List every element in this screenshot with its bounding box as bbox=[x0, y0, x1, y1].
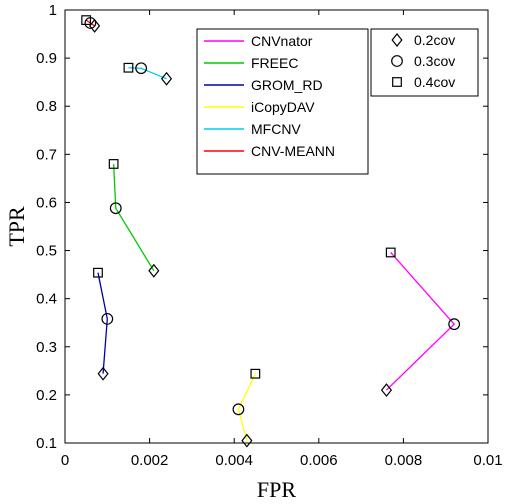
y-tick-label: 0.9 bbox=[36, 50, 57, 67]
x-tick-label: 0.002 bbox=[131, 452, 169, 469]
legend-coverage: 0.2cov 0.3cov 0.4cov bbox=[370, 28, 479, 97]
legend-coverage-box bbox=[370, 28, 479, 97]
x-tick-label: 0.004 bbox=[215, 452, 253, 469]
legend-label-cnv-meann: CNV-MEANN bbox=[251, 143, 335, 159]
y-tick-label: 0.3 bbox=[36, 339, 57, 356]
x-tick-label: 0.008 bbox=[385, 452, 423, 469]
data-point-cnvnator-0.4cov bbox=[385, 247, 396, 258]
y-tick-label: 0.7 bbox=[36, 146, 57, 163]
legend-marker-0.3cov bbox=[391, 55, 403, 67]
data-point-cnvnator-0.3cov bbox=[448, 318, 461, 331]
data-point-grom_rd-0.3cov bbox=[101, 312, 114, 325]
x-tick-label: 0.01 bbox=[473, 452, 502, 469]
series-line-cnvnator bbox=[386, 252, 456, 391]
data-point-mfcnv-0.2cov bbox=[160, 71, 173, 86]
data-point-freec-0.4cov bbox=[108, 159, 119, 169]
y-tick-label: 0.8 bbox=[36, 98, 57, 115]
data-point-grom_rd-0.2cov bbox=[97, 366, 109, 381]
legend-label-cnvnator: CNVnator bbox=[251, 33, 313, 49]
data-point-icopydav-0.3cov bbox=[232, 403, 245, 416]
y-axis-title: TPR bbox=[4, 206, 29, 247]
legend-label-0.2cov: 0.2cov bbox=[414, 32, 455, 48]
y-tick-label: 0.4 bbox=[36, 291, 57, 308]
data-point-mfcnv-0.4cov bbox=[123, 62, 134, 73]
data-point-icopydav-0.2cov bbox=[241, 433, 253, 448]
x-axis-title: FPR bbox=[257, 477, 296, 502]
axes: 0 0.002 0.004 0.006 0.008 0.01 0.1 0.2 0.3 0.4 0.5… bbox=[36, 2, 502, 469]
data-point-icopydav-0.4cov bbox=[250, 368, 261, 379]
y-tick-label: 1 bbox=[49, 2, 57, 19]
x-tick-label: 0 bbox=[61, 452, 69, 469]
data-point-cnvnator-0.2cov bbox=[380, 383, 393, 398]
legend-label-freec: FREEC bbox=[251, 55, 298, 71]
legend-methods: CNVnator FREEC GROM_RD iCopyDAV MFCNV CNV-MEA… bbox=[196, 28, 369, 175]
legend-marker-0.2cov bbox=[391, 33, 403, 47]
y-tick-label: 0.5 bbox=[36, 243, 57, 260]
data-point-freec-0.2cov bbox=[148, 263, 160, 278]
legend-label-0.3cov: 0.3cov bbox=[414, 53, 455, 69]
legend-methods-box bbox=[196, 28, 369, 175]
legend-label-mfcnv: MFCNV bbox=[251, 121, 301, 137]
data-point-cnv-meann-0.4cov bbox=[81, 15, 92, 26]
legend-label-icopydav: iCopyDAV bbox=[251, 99, 315, 115]
series-line-mfcnv bbox=[128, 67, 167, 80]
data-point-mfcnv-0.3cov bbox=[135, 62, 148, 75]
y-tick-label: 0.6 bbox=[36, 194, 57, 211]
axes-box bbox=[64, 9, 489, 444]
data-point-cnv-meann-0.2cov bbox=[89, 18, 101, 33]
y-tick-label: 0.2 bbox=[36, 387, 57, 404]
series-line-icopydav bbox=[237, 373, 256, 441]
series-line-grom_rd bbox=[97, 272, 108, 374]
legend-label-grom_rd: GROM_RD bbox=[251, 77, 323, 93]
data-point-grom_rd-0.4cov bbox=[93, 267, 103, 278]
plot-area bbox=[81, 15, 461, 448]
legend-marker-0.4cov bbox=[392, 77, 402, 87]
series-line-freec bbox=[112, 163, 155, 272]
y-tick-label: 0.1 bbox=[36, 435, 57, 452]
legend-label-0.4cov: 0.4cov bbox=[414, 74, 455, 90]
x-tick-label: 0.006 bbox=[300, 452, 338, 469]
data-point-freec-0.3cov bbox=[109, 202, 122, 215]
